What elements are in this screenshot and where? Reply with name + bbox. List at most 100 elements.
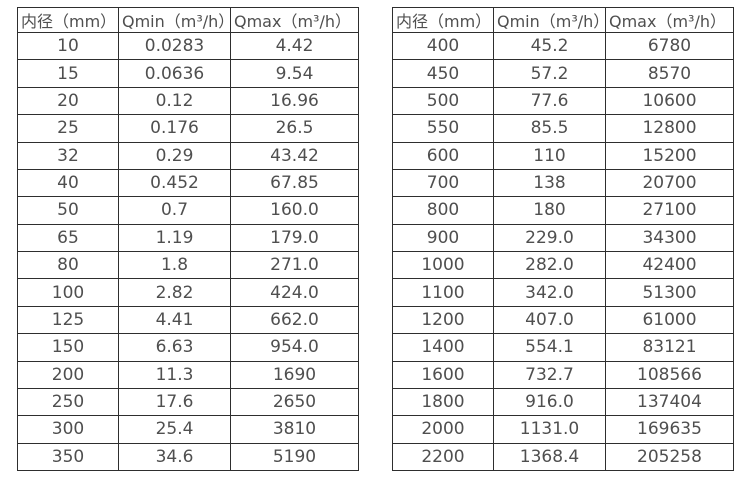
table-row: 1800 916.0 137404 (392, 387, 734, 417)
qmax-cell: 16.96 (230, 86, 359, 116)
diameter-cell: 65 (17, 223, 119, 253)
header-row: 内径（mm） Qmin（m³/h） Qmax（m³/h） (17, 7, 359, 33)
table-row: 350 34.6 5190 (17, 442, 359, 472)
table-row: 100 2.82 424.0 (17, 278, 359, 307)
qmax-cell: 424.0 (230, 278, 359, 307)
qmax-cell: 51300 (605, 278, 734, 307)
qmin-cell: 180 (493, 196, 606, 225)
qmax-cell: 10600 (605, 86, 734, 116)
qmin-cell: 342.0 (493, 278, 606, 307)
diameter-cell: 600 (392, 141, 494, 170)
qmin-cell: 0.12 (118, 86, 231, 116)
qmin-cell: 2.82 (118, 278, 231, 307)
table-row: 125 4.41 662.0 (17, 305, 359, 335)
diameter-cell: 450 (392, 59, 494, 88)
qmax-cell: 34300 (605, 223, 734, 253)
table-row: 20 0.12 16.96 (17, 86, 359, 116)
diameter-cell: 100 (17, 278, 119, 307)
diameter-cell: 550 (392, 114, 494, 143)
diameter-cell: 800 (392, 196, 494, 225)
qmax-cell: 61000 (605, 305, 734, 335)
diameter-cell: 1100 (392, 278, 494, 307)
qmin-cell: 45.2 (493, 31, 606, 61)
qmin-cell: 138 (493, 168, 606, 198)
qmin-cell: 732.7 (493, 360, 606, 389)
table-row: 600 110 15200 (392, 141, 734, 170)
diameter-cell: 80 (17, 250, 119, 280)
flow-spec-table-small-diameters: 内径（mm） Qmin（m³/h） Qmax（m³/h） 10 0.0283 4.4… (17, 7, 359, 472)
qmin-cell: 554.1 (493, 333, 606, 362)
qmax-cell: 662.0 (230, 305, 359, 335)
table-body: 400 45.2 6780 450 57.2 8570 500 77.6 10600 550 85.… (392, 31, 734, 472)
table-row: 300 25.4 3810 (17, 415, 359, 444)
qmax-cell: 67.85 (230, 168, 359, 198)
diameter-cell: 1600 (392, 360, 494, 389)
table-row: 250 17.6 2650 (17, 387, 359, 417)
qmin-cell: 17.6 (118, 387, 231, 417)
qmax-cell: 137404 (605, 387, 734, 417)
qmax-cell: 42400 (605, 250, 734, 280)
diameter-cell: 500 (392, 86, 494, 116)
diameter-cell: 50 (17, 196, 119, 225)
qmax-cell: 12800 (605, 114, 734, 143)
header-qmax: Qmax（m³/h） (605, 7, 734, 33)
table-row: 200 11.3 1690 (17, 360, 359, 389)
qmax-cell: 169635 (605, 415, 734, 444)
qmin-cell: 0.176 (118, 114, 231, 143)
qmin-cell: 916.0 (493, 387, 606, 417)
diameter-cell: 40 (17, 168, 119, 198)
table-row: 40 0.452 67.85 (17, 168, 359, 198)
qmin-cell: 57.2 (493, 59, 606, 88)
qmax-cell: 954.0 (230, 333, 359, 362)
qmin-cell: 77.6 (493, 86, 606, 116)
table-row: 2200 1368.4 205258 (392, 442, 734, 472)
qmin-cell: 6.63 (118, 333, 231, 362)
diameter-cell: 125 (17, 305, 119, 335)
table-row: 1100 342.0 51300 (392, 278, 734, 307)
qmin-cell: 407.0 (493, 305, 606, 335)
header-qmax: Qmax（m³/h） (230, 7, 359, 33)
qmin-cell: 229.0 (493, 223, 606, 253)
qmin-cell: 0.0636 (118, 59, 231, 88)
table-row: 1600 732.7 108566 (392, 360, 734, 389)
qmin-cell: 4.41 (118, 305, 231, 335)
table-row: 80 1.8 271.0 (17, 250, 359, 280)
table-row: 400 45.2 6780 (392, 31, 734, 61)
qmin-cell: 1.19 (118, 223, 231, 253)
diameter-cell: 1000 (392, 250, 494, 280)
qmax-cell: 179.0 (230, 223, 359, 253)
table-row: 10 0.0283 4.42 (17, 31, 359, 61)
header-row: 内径（mm） Qmin（m³/h） Qmax（m³/h） (392, 7, 734, 33)
qmax-cell: 15200 (605, 141, 734, 170)
table-row: 500 77.6 10600 (392, 86, 734, 116)
table-row: 550 85.5 12800 (392, 114, 734, 143)
diameter-cell: 1200 (392, 305, 494, 335)
qmin-cell: 1131.0 (493, 415, 606, 444)
diameter-cell: 700 (392, 168, 494, 198)
qmin-cell: 25.4 (118, 415, 231, 444)
diameter-cell: 1400 (392, 333, 494, 362)
qmin-cell: 0.0283 (118, 31, 231, 61)
diameter-cell: 250 (17, 387, 119, 417)
table-row: 50 0.7 160.0 (17, 196, 359, 225)
qmin-cell: 34.6 (118, 442, 231, 472)
table-row: 25 0.176 26.5 (17, 114, 359, 143)
table-row: 2000 1131.0 169635 (392, 415, 734, 444)
header-inner-diameter: 内径（mm） (17, 7, 119, 33)
qmax-cell: 27100 (605, 196, 734, 225)
table-row: 1400 554.1 83121 (392, 333, 734, 362)
qmax-cell: 83121 (605, 333, 734, 362)
qmin-cell: 11.3 (118, 360, 231, 389)
header-inner-diameter: 内径（mm） (392, 7, 494, 33)
header-qmin: Qmin（m³/h） (118, 7, 231, 33)
diameter-cell: 350 (17, 442, 119, 472)
table-row: 1000 282.0 42400 (392, 250, 734, 280)
qmax-cell: 6780 (605, 31, 734, 61)
qmax-cell: 26.5 (230, 114, 359, 143)
qmax-cell: 8570 (605, 59, 734, 88)
diameter-cell: 200 (17, 360, 119, 389)
diameter-cell: 2000 (392, 415, 494, 444)
qmax-cell: 160.0 (230, 196, 359, 225)
diameter-cell: 25 (17, 114, 119, 143)
diameter-cell: 32 (17, 141, 119, 170)
